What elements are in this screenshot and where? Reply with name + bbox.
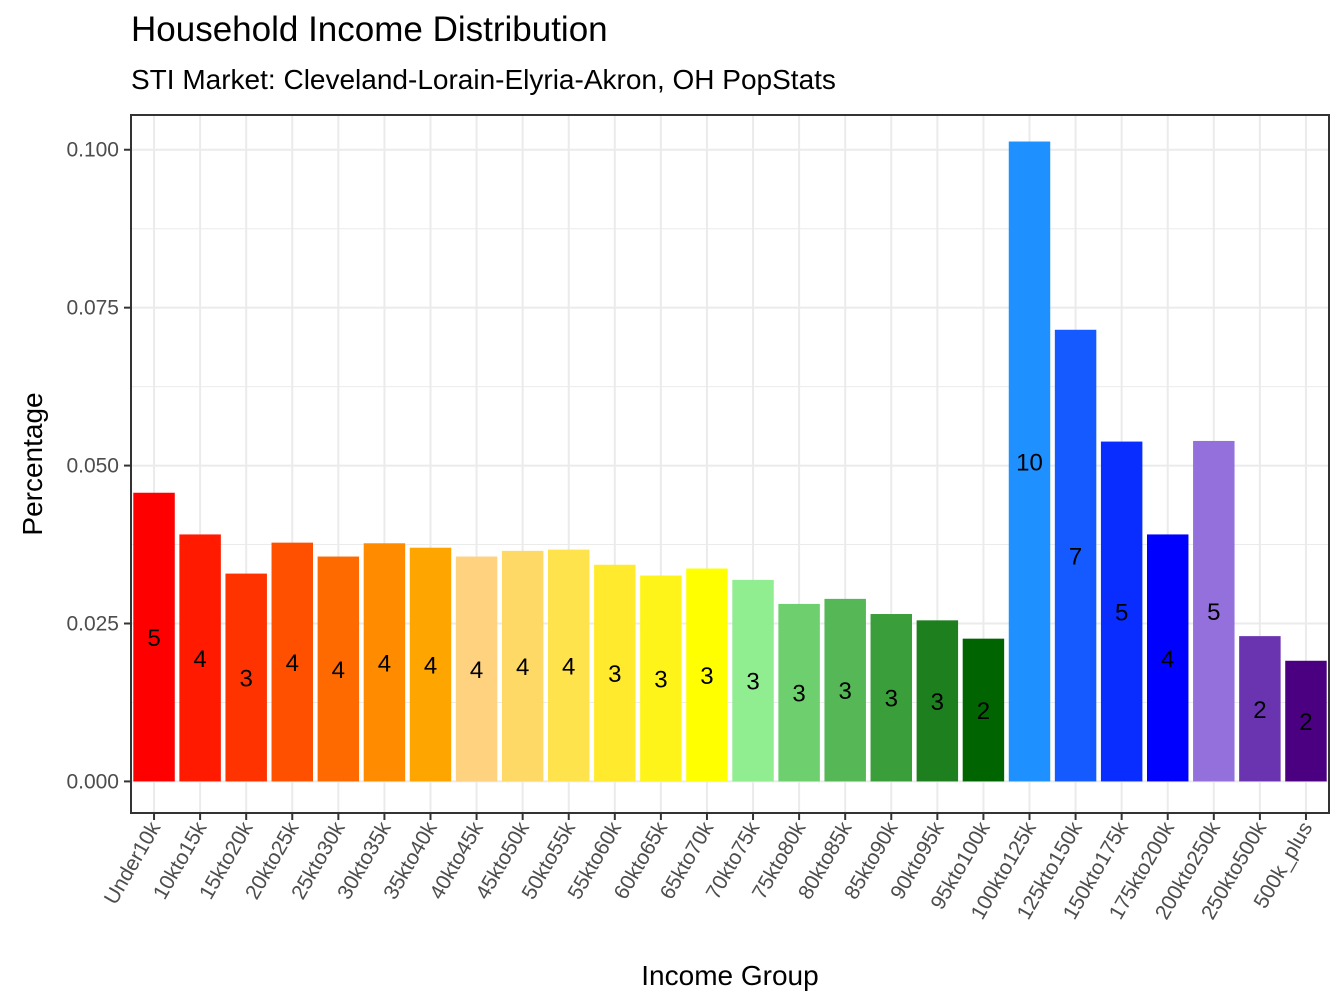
bar-value-label: 3 bbox=[654, 666, 667, 693]
bar-35kto40k bbox=[409, 547, 452, 782]
y-tick-label: 0.075 bbox=[66, 297, 119, 320]
bar-value-label: 5 bbox=[1207, 599, 1220, 626]
y-tick-label: 0.000 bbox=[66, 770, 119, 793]
bar-value-label: 3 bbox=[240, 666, 253, 693]
bar-value-label: 4 bbox=[470, 657, 483, 684]
bar-70kto75k bbox=[732, 579, 774, 782]
x-axis: Under10k10kto15k15kto20k20kto25k25kto30k… bbox=[100, 813, 1317, 924]
bar-value-label: 2 bbox=[1253, 697, 1266, 724]
bar-500k_plus bbox=[1285, 660, 1327, 782]
bar-value-label: 5 bbox=[147, 625, 160, 652]
bar-200kto250k bbox=[1193, 440, 1235, 782]
bar-value-label: 4 bbox=[332, 657, 345, 684]
bar-95kto100k bbox=[962, 638, 1005, 782]
plot-border bbox=[130, 114, 1330, 814]
bars bbox=[133, 141, 1327, 782]
bar-30kto35k bbox=[363, 543, 406, 782]
bar-value-label: 7 bbox=[1069, 544, 1082, 571]
bar-value-label: 3 bbox=[700, 663, 713, 690]
bar-value-label: 4 bbox=[1161, 646, 1174, 673]
bar-55kto60k bbox=[594, 564, 636, 782]
bar-15kto20k bbox=[225, 573, 267, 782]
bar-80kto85k bbox=[824, 598, 866, 782]
bar-labels: 5 4 3 4 4 4 4 4 4 4 3 3 3 3 3 3 3 3 2 10 7 5 4 5 2 2 bbox=[147, 449, 1312, 736]
bar-value-label: 3 bbox=[792, 681, 805, 708]
bar-value-label: 4 bbox=[193, 646, 206, 673]
y-axis-title: Percentage bbox=[17, 392, 48, 535]
bar-90kto95k bbox=[916, 620, 959, 782]
bar-25kto30k bbox=[317, 556, 360, 782]
bar-value-label: 5 bbox=[1115, 599, 1128, 626]
bar-value-label: 3 bbox=[839, 678, 852, 705]
x-axis-title: Income Group bbox=[641, 960, 818, 991]
bar-10kto15k bbox=[179, 534, 221, 782]
bar-value-label: 3 bbox=[931, 689, 944, 716]
y-tick-label: 0.100 bbox=[66, 139, 119, 162]
bar-Under10k bbox=[133, 492, 175, 782]
bar-value-label: 10 bbox=[1016, 449, 1043, 476]
bar-45kto50k bbox=[501, 550, 544, 782]
bar-value-label: 4 bbox=[562, 654, 575, 681]
bar-85kto90k bbox=[870, 614, 913, 782]
bar-65kto70k bbox=[686, 568, 728, 782]
bar-75kto80k bbox=[778, 603, 820, 782]
bar-value-label: 3 bbox=[746, 669, 759, 696]
bar-value-label: 4 bbox=[378, 650, 391, 677]
bar-20kto25k bbox=[271, 542, 314, 782]
y-axis: 0.000 0.025 0.050 0.075 0.100 bbox=[66, 139, 131, 793]
bar-value-label: 4 bbox=[286, 650, 299, 677]
chart-title: Household Income Distribution bbox=[131, 10, 608, 49]
bar-150kto175k bbox=[1100, 441, 1143, 782]
bar-50kto55k bbox=[547, 549, 590, 782]
chart-subtitle: STI Market: Cleveland-Lorain-Elyria-Akro… bbox=[131, 64, 836, 95]
bar-value-label: 3 bbox=[885, 686, 898, 713]
bar-125kto150k bbox=[1054, 329, 1097, 782]
y-tick-label: 0.025 bbox=[66, 612, 119, 635]
bar-40kto45k bbox=[455, 556, 498, 782]
bar-100kto125k bbox=[1008, 141, 1051, 782]
bar-value-label: 4 bbox=[516, 654, 529, 681]
bar-175kto200k bbox=[1146, 534, 1189, 782]
bar-60kto65k bbox=[640, 575, 682, 782]
bar-value-label: 2 bbox=[1299, 709, 1312, 736]
bar-250kto500k bbox=[1239, 636, 1281, 782]
bar-value-label: 3 bbox=[608, 661, 621, 688]
y-tick-label: 0.050 bbox=[66, 455, 119, 478]
bar-value-label: 2 bbox=[977, 698, 990, 725]
bar-value-label: 4 bbox=[424, 653, 437, 680]
